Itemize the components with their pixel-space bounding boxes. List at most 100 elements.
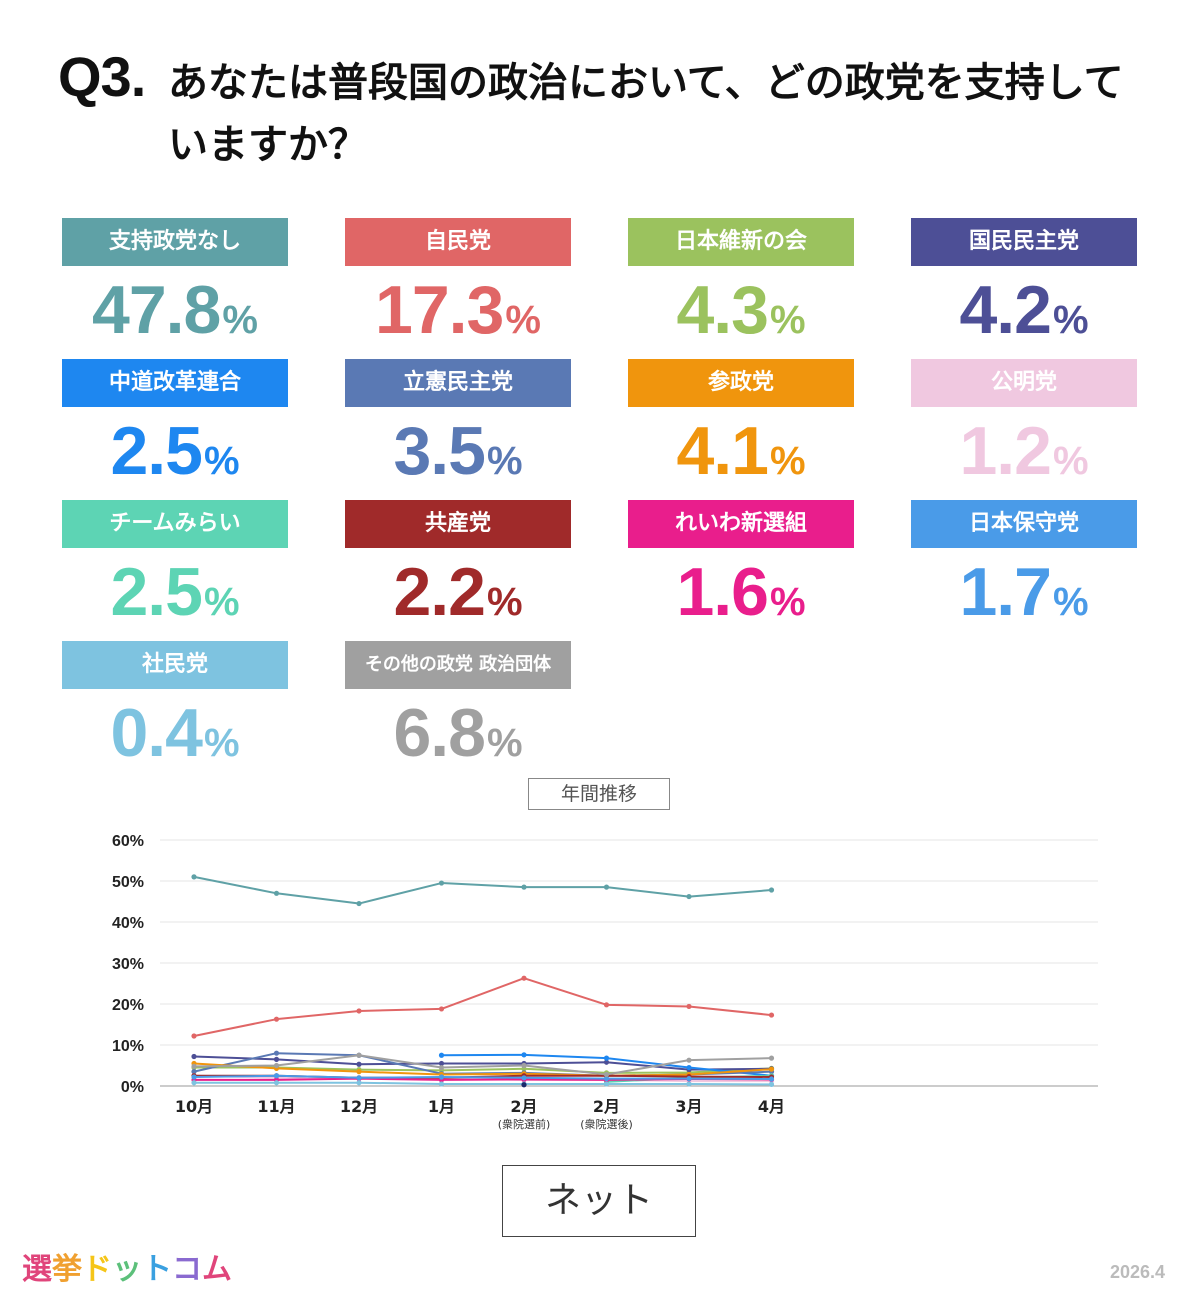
party-percent-value: 4.2 [959, 272, 1052, 348]
party-percent-value: 1.6 [676, 554, 769, 630]
y-tick-label: 40% [112, 915, 144, 932]
party-percent-unit: % [222, 298, 258, 342]
party-percent-unit: % [486, 721, 523, 765]
x-tick-label: 4月 [758, 1097, 785, 1116]
y-tick-label: 60% [112, 833, 144, 850]
y-tick-label: 10% [112, 1038, 144, 1055]
trend-line-chart: 0%10%20%30%40%50%60%10月 11月 12月 1月 2月(衆院選前)2… [112, 833, 1098, 1131]
y-tick-label: 20% [112, 997, 144, 1014]
logo-char: ド [82, 1252, 112, 1287]
x-tick-label: 11月 [257, 1097, 295, 1116]
party-percent-unit: % [505, 298, 541, 342]
series-point [191, 1074, 197, 1080]
party-card: 日本保守党 1.7% [911, 500, 1137, 630]
party-percent: 0.4% [62, 695, 288, 771]
party-percent: 1.2% [911, 413, 1137, 489]
party-name: 日本保守党 [911, 500, 1137, 548]
party-percent: 1.6% [628, 554, 854, 630]
x-tick-label: 10月 [175, 1097, 213, 1116]
logo-char: 挙 [52, 1252, 82, 1287]
series-line [193, 875, 772, 905]
party-name: 参政党 [628, 359, 854, 407]
party-card: 共産党 2.2% [345, 500, 571, 630]
party-percent: 2.5% [62, 413, 288, 489]
party-percent-value: 2.2 [393, 554, 486, 630]
series-point [768, 1066, 775, 1072]
logo-char: ム [202, 1252, 232, 1287]
series-line [193, 1062, 772, 1077]
x-tick-label: 2月 [510, 1097, 537, 1116]
logo-char: 選 [22, 1252, 52, 1287]
party-name: 国民民主党 [911, 218, 1137, 266]
party-name: その他の政党 政治団体 [345, 641, 571, 689]
party-percent-unit: % [769, 439, 806, 483]
series-line [441, 1053, 772, 1077]
survey-date: 2026.4 [1110, 1262, 1166, 1282]
x-tick-label: 1月 [428, 1097, 455, 1116]
party-percent-unit: % [203, 439, 240, 483]
x-tick-label: 3月 [675, 1097, 702, 1116]
party-card: 公明党 1.2% [911, 359, 1137, 489]
party-percent: 47.8% [62, 272, 288, 348]
party-card: その他の政党 政治団体 6.8% [345, 641, 571, 771]
party-name: チームみらい [62, 500, 288, 548]
party-percent-unit: % [769, 580, 806, 624]
series-line [193, 1055, 772, 1071]
party-percent: 4.2% [911, 272, 1137, 348]
party-percent-value: 4.3 [676, 272, 769, 348]
logo-char: ト [142, 1252, 172, 1287]
party-percent-value: 17.3 [375, 272, 504, 348]
party-card: れいわ新選組 1.6% [628, 500, 854, 630]
question-text: あなたは普段国の政治において、どの政党を支持していますか？ [168, 60, 1124, 168]
party-name: 共産党 [345, 500, 571, 548]
party-percent: 3.5% [345, 413, 571, 489]
party-card: 支持政党なし 47.8% [62, 218, 288, 348]
party-percent: 6.8% [345, 695, 571, 771]
y-tick-label: 0% [121, 1079, 144, 1096]
party-percent-value: 1.7 [959, 554, 1052, 630]
x-tick-sublabel: (衆院選後) [580, 1117, 633, 1131]
party-name: れいわ新選組 [628, 500, 854, 548]
party-percent-value: 2.5 [110, 413, 203, 489]
trend-title: 年間推移 [528, 778, 670, 810]
series-line [193, 977, 772, 1037]
series-point [768, 887, 775, 893]
series-point [191, 1063, 197, 1069]
party-card: 自民党 17.3% [345, 218, 571, 348]
party-percent: 2.5% [62, 554, 288, 630]
series-line [193, 1054, 772, 1076]
logo-char: コ [172, 1252, 202, 1287]
party-percent-unit: % [1052, 439, 1089, 483]
question-number: Q3. [58, 45, 146, 108]
party-percent-value: 0.4 [110, 695, 203, 771]
party-percent-value: 2.5 [110, 554, 203, 630]
x-tick-sublabel: (衆院選前) [498, 1117, 551, 1131]
party-percent-unit: % [203, 580, 240, 624]
party-percent-value: 1.2 [959, 413, 1052, 489]
party-name: 公明党 [911, 359, 1137, 407]
party-card: 日本維新の会 4.3% [628, 218, 854, 348]
party-percent-value: 3.5 [393, 413, 486, 489]
party-percent-unit: % [203, 721, 240, 765]
party-percent-unit: % [486, 580, 523, 624]
party-name: 日本維新の会 [628, 218, 854, 266]
series-point [191, 1053, 197, 1060]
party-percent-unit: % [1052, 580, 1089, 624]
series-line [194, 1066, 772, 1074]
party-percent-value: 47.8 [92, 272, 221, 348]
party-percent-value: 6.8 [393, 695, 486, 771]
party-percent-unit: % [486, 439, 523, 483]
series-line [193, 1074, 772, 1081]
party-card: 国民民主党 4.2% [911, 218, 1137, 348]
series-point [191, 874, 197, 880]
party-percent: 17.3% [345, 272, 571, 348]
series-point [768, 1076, 775, 1082]
party-percent-unit: % [769, 298, 806, 342]
party-percent: 4.3% [628, 272, 854, 348]
party-name: 自民党 [345, 218, 571, 266]
party-percent: 4.1% [628, 413, 854, 489]
x-tick-label: 2月 [593, 1097, 620, 1116]
x-tick-label: 12月 [340, 1097, 378, 1116]
y-tick-label: 50% [112, 874, 144, 891]
net-label: ネット [502, 1165, 696, 1237]
